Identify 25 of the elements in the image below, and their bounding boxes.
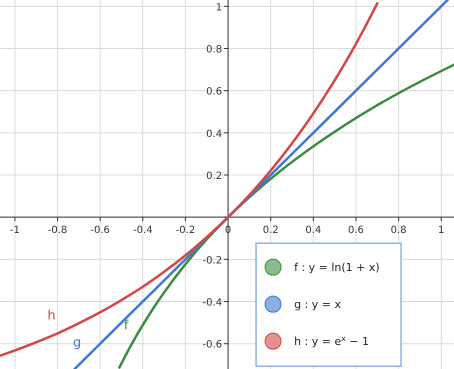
y-tick-label: -0.4: [202, 298, 222, 309]
legend-label: g : y = x: [294, 298, 342, 312]
x-tick-label: 0.4: [305, 225, 322, 236]
x-tick-label: 0.8: [390, 225, 407, 236]
y-tick-label: -0.2: [202, 255, 222, 266]
y-tick-label: 0.8: [206, 44, 222, 56]
x-tick-label: -0.6: [90, 225, 110, 236]
annotation: h: [47, 308, 56, 324]
annotation: f: [124, 318, 129, 334]
x-tick-label: -0.8: [48, 225, 68, 236]
y-tick-label: 0.6: [206, 86, 222, 98]
x-tick-label: 1: [438, 225, 444, 236]
y-tick-label: 1: [216, 2, 222, 14]
x-tick-label: 0.2: [262, 225, 279, 236]
x-tick-label: -0.4: [133, 225, 153, 236]
x-tick-label: -1: [10, 225, 20, 236]
annotation: g: [72, 336, 82, 351]
x-tick-label: -0.2: [176, 225, 196, 236]
y-tick-label: 0.4: [206, 128, 222, 140]
y-tick-label: 0.2: [206, 171, 222, 182]
y-tick-label: -0.6: [202, 340, 222, 351]
x-tick-label: 0.6: [348, 225, 364, 236]
legend-label: f : y = ln(1 + x): [294, 261, 380, 274]
line-series: [0, 2, 379, 357]
legend-label: h : y = e$^{x}$ − 1: [294, 334, 370, 348]
